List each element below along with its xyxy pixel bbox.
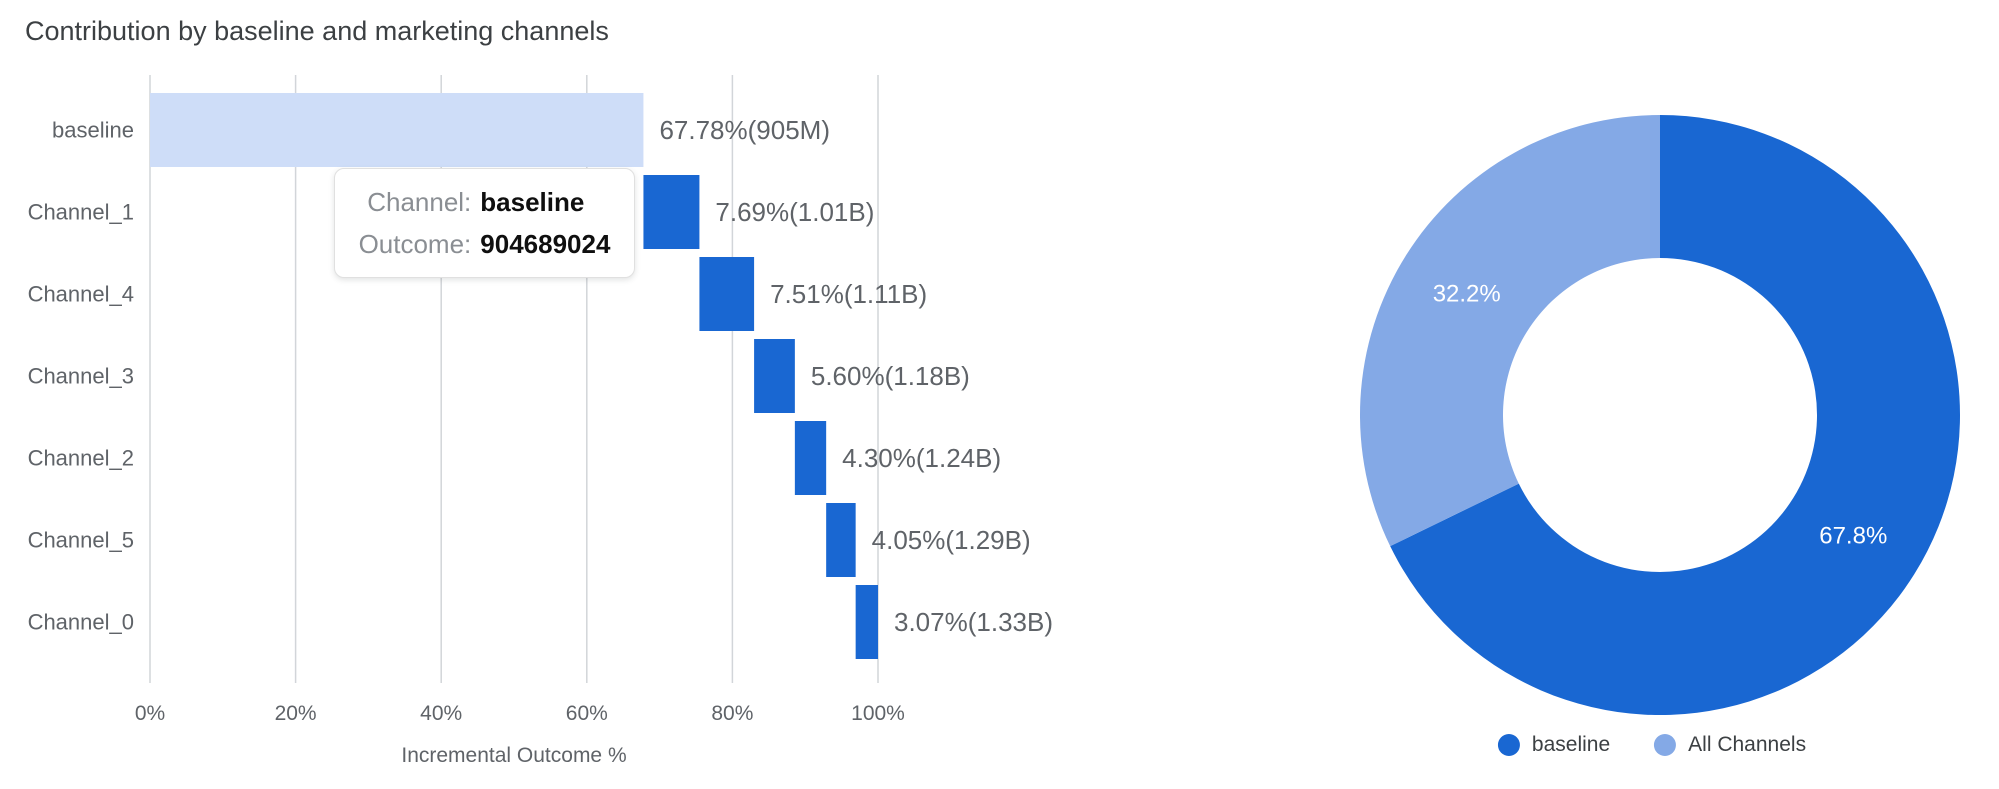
- tooltip-outcome-label: Outcome:: [358, 229, 472, 259]
- value-label-Channel_0: 3.07%(1.33B): [894, 607, 1053, 637]
- bar-Channel_2[interactable]: [794, 421, 827, 495]
- value-label-Channel_2: 4.30%(1.24B): [842, 443, 1001, 473]
- bar-Channel_1[interactable]: [643, 175, 700, 249]
- x-tick-label-100%: 100%: [851, 702, 905, 725]
- category-label-Channel_2: Channel_2: [28, 446, 134, 471]
- donut-slice-all-channels[interactable]: [1360, 114, 1660, 547]
- tooltip-outcome-value: 904689024: [480, 229, 611, 259]
- x-tick-label-0%: 0%: [135, 702, 165, 725]
- category-label-Channel_4: Channel_4: [28, 282, 134, 307]
- value-label-baseline: 67.78%(905M): [659, 115, 830, 145]
- waterfall-chart: 0% 20% 40% 60% 80% 100% Incremental Outcome % b…: [0, 55, 1100, 784]
- page-title: Contribution by baseline and marketing c…: [25, 16, 609, 46]
- tooltip-channel-value: baseline: [480, 187, 585, 217]
- waterfall-svg: 0% 20% 40% 60% 80% 100% Incremental Outcome % b…: [28, 75, 1053, 767]
- baseline-legend-dot-icon: [1497, 734, 1520, 756]
- category-label-Channel_3: Channel_3: [28, 364, 134, 389]
- value-label-Channel_3: 5.60%(1.18B): [811, 361, 970, 391]
- x-tick-label-80%: 80%: [711, 702, 753, 725]
- legend-label-all-channels: All Channels: [1688, 733, 1807, 756]
- category-label-Channel_1: Channel_1: [28, 200, 134, 225]
- all-channels-legend-dot-icon: [1654, 734, 1677, 756]
- chart-tooltip: Channel: baseline Outcome: 904689024: [334, 168, 635, 278]
- bar-Channel_5[interactable]: [826, 503, 856, 577]
- legend-item-baseline[interactable]: baseline: [1497, 733, 1611, 757]
- bar-baseline[interactable]: [150, 93, 644, 167]
- x-axis-title: Incremental Outcome %: [401, 744, 626, 767]
- x-tick-label-40%: 40%: [420, 702, 462, 725]
- category-label-baseline: baseline: [52, 118, 134, 143]
- category-label-Channel_5: Channel_5: [28, 528, 134, 553]
- donut-slice-label-baseline: 67.8%: [1819, 522, 1887, 549]
- donut-svg: 67.8% 32.2%: [1360, 114, 1960, 715]
- donut-chart: 67.8% 32.2%: [1280, 60, 1999, 779]
- donut-legend: baseline All Channels: [1497, 733, 1806, 757]
- bar-Channel_4[interactable]: [699, 257, 755, 331]
- category-label-Channel_0: Channel_0: [28, 610, 134, 635]
- legend-label-baseline: baseline: [1531, 733, 1611, 756]
- bar-Channel_0[interactable]: [855, 585, 878, 659]
- value-label-Channel_1: 7.69%(1.01B): [715, 197, 874, 227]
- tooltip-channel-label: Channel:: [367, 187, 472, 217]
- donut-slice-label-all-channels: 32.2%: [1433, 281, 1501, 308]
- x-tick-label-20%: 20%: [275, 702, 317, 725]
- value-label-Channel_4: 7.51%(1.11B): [770, 279, 927, 309]
- x-tick-label-60%: 60%: [566, 702, 608, 725]
- legend-item-all-channels[interactable]: All Channels: [1654, 733, 1806, 757]
- donut-slice-baseline[interactable]: [1390, 115, 1960, 715]
- bar-Channel_3[interactable]: [754, 339, 795, 413]
- value-label-Channel_5: 4.05%(1.29B): [872, 525, 1031, 555]
